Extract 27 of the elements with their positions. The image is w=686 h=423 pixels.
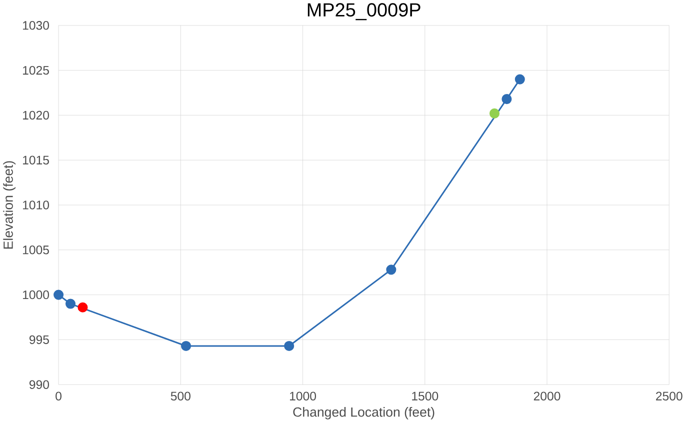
- y-tick-label: 1000: [22, 290, 50, 300]
- point: [386, 264, 396, 275]
- y-tick-label: 990: [29, 380, 50, 390]
- point: [181, 341, 192, 352]
- y-axis-title: Elevation (feet): [3, 161, 16, 249]
- x-tick-label: 2000: [534, 392, 560, 401]
- point: [284, 341, 294, 352]
- point: [489, 108, 500, 119]
- point: [502, 94, 512, 104]
- y-tick-label: 1010: [22, 200, 50, 210]
- point: [514, 74, 525, 85]
- x-tick-label: 1000: [290, 392, 316, 401]
- x-axis-title: Changed Location (feet): [293, 407, 434, 420]
- y-tick-label: 1020: [22, 111, 50, 120]
- y-tick-label: 1025: [22, 66, 49, 75]
- y-tick-label: 1015: [22, 156, 49, 165]
- point: [54, 290, 64, 300]
- y-tick-label: 1005: [22, 246, 49, 255]
- chart-title: MP25_0009P: [308, 3, 420, 20]
- y-tick-label: 1030: [22, 21, 50, 30]
- x-tick-label: 1500: [412, 392, 438, 401]
- y-tick-label: 995: [29, 336, 49, 344]
- point: [78, 302, 88, 313]
- x-tick-label: 500: [170, 392, 190, 401]
- x-tick-label: 0: [56, 392, 62, 401]
- point: [65, 298, 76, 310]
- x-tick-label: 2500: [656, 392, 682, 401]
